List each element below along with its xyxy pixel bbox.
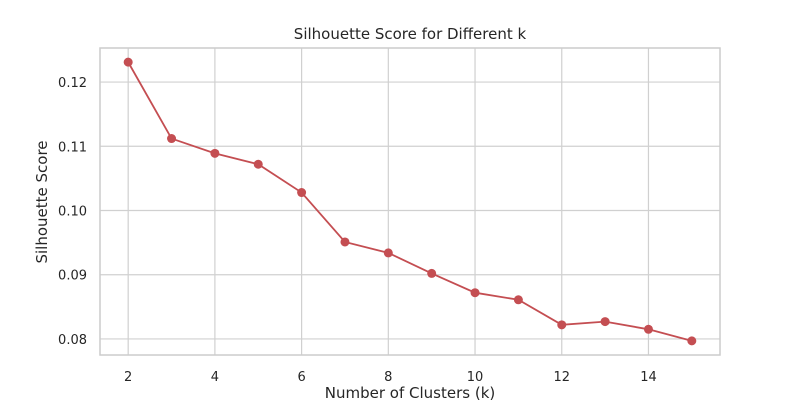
chart-title: Silhouette Score for Different k [294,25,527,43]
y-tick-label: 0.11 [58,140,87,155]
y-axis-label: Silhouette Score [33,140,51,263]
x-axis-label: Number of Clusters (k) [325,384,495,400]
data-point [253,159,263,169]
series [123,57,697,346]
series-line [127,61,693,342]
y-tick-label: 0.12 [58,76,87,91]
x-tick-label: 12 [553,370,570,385]
plot-frame [99,47,721,356]
data-point [297,188,307,198]
data-point [210,148,220,158]
data-point [470,288,480,298]
x-tick-label: 4 [211,370,219,385]
data-point [600,317,610,327]
tick-labels: 2 4 6 8 10 12 14 0.08 0.09 0.10 0.11 0.12 [58,76,657,385]
y-tick-label: 0.10 [58,204,87,219]
x-tick-label: 2 [124,370,132,385]
data-point [383,248,393,258]
data-point [513,295,523,305]
data-point [557,320,567,330]
x-tick-label: 8 [384,370,392,385]
data-point [643,324,653,334]
data-point [687,336,697,346]
data-point [123,57,133,67]
x-tick-label: 10 [467,370,484,385]
data-point [427,268,437,278]
y-tick-label: 0.08 [58,333,87,348]
y-tick-label: 0.09 [58,269,87,284]
grid [100,48,720,355]
data-point [167,134,177,144]
x-tick-label: 14 [640,370,657,385]
x-tick-label: 6 [297,370,305,385]
data-point [340,237,350,247]
